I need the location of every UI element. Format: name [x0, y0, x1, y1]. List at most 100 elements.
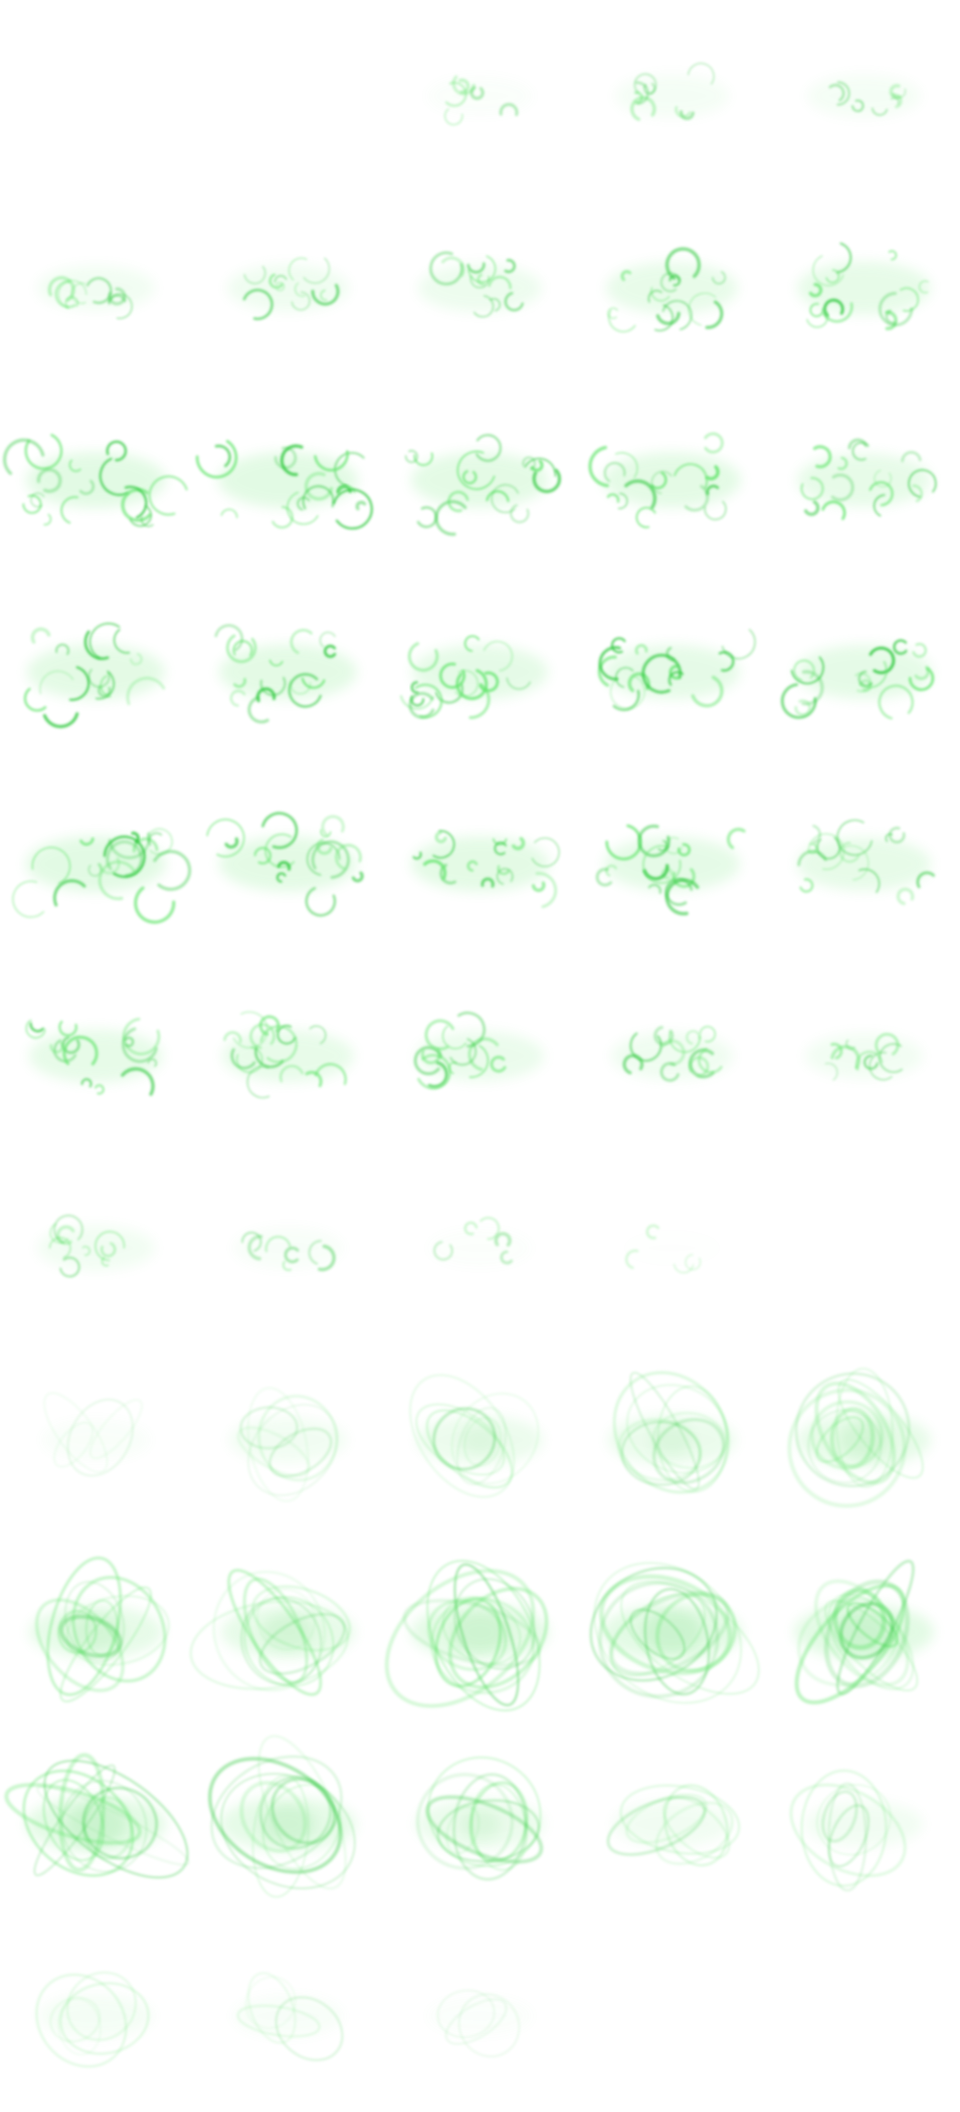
- vortex-ring: [814, 1381, 896, 1485]
- swirl-arc: [105, 840, 143, 878]
- swirl-arc: [23, 687, 47, 712]
- swirl-arc: [314, 1062, 347, 1086]
- vortex-ring: [409, 1374, 515, 1498]
- swirl-arc: [320, 829, 332, 838]
- swirl-arc: [609, 675, 646, 710]
- swirl-arc: [313, 450, 349, 472]
- swirl-arc: [458, 78, 470, 94]
- frame-grid: [3, 62, 937, 2068]
- swirl-burst-frame: [3, 433, 188, 527]
- swirl-arc: [622, 1054, 644, 1075]
- swirl-burst-frame: [807, 74, 921, 118]
- swirl-arc: [607, 307, 619, 319]
- swirl-arc: [233, 677, 247, 688]
- vortex-ring: [252, 1775, 309, 1898]
- swirl-arc: [140, 516, 154, 527]
- swirl-arc: [254, 1046, 284, 1069]
- swirl-arc: [646, 1224, 660, 1240]
- swirl-arc: [279, 1064, 304, 1083]
- swirl-arc: [889, 84, 901, 100]
- swirl-arc: [100, 1242, 117, 1258]
- swirl-arc: [490, 1055, 507, 1073]
- swirl-arc: [531, 881, 546, 892]
- swirl-arc: [99, 675, 112, 698]
- swirl-arc: [407, 642, 439, 672]
- swirl-arc: [12, 880, 45, 918]
- swirl-arc: [456, 450, 496, 490]
- swirl-arc: [432, 830, 455, 859]
- swirl-arc: [61, 1035, 81, 1054]
- swirl-arc: [421, 1048, 442, 1065]
- vortex-ring: [212, 1570, 326, 1692]
- vortex-ring: [620, 1581, 760, 1695]
- ring-vortex-frame: [233, 1972, 344, 2061]
- ring-vortex-frame: [4, 1753, 190, 1879]
- glow-haze: [27, 644, 165, 700]
- swirl-arc: [794, 699, 812, 717]
- vortex-ring: [67, 1398, 134, 1477]
- vortex-ring: [245, 1976, 296, 2029]
- swirl-arc: [268, 273, 284, 289]
- swirl-arc: [629, 1032, 663, 1062]
- swirl-arc: [30, 492, 45, 508]
- vortex-core: [66, 1802, 126, 1846]
- swirl-arc: [236, 1046, 263, 1074]
- swirl-arc: [605, 824, 642, 861]
- swirl-arc: [54, 280, 77, 308]
- swirl-arc: [253, 846, 272, 865]
- glow-haze: [622, 1230, 723, 1266]
- swirl-arc: [294, 282, 306, 297]
- swirl-arc: [885, 833, 893, 842]
- ring-vortex-frame: [384, 1560, 549, 1712]
- swirl-arc: [269, 659, 284, 667]
- swirl-arc: [615, 667, 634, 688]
- swirl-arc: [606, 493, 620, 503]
- vortex-ring: [416, 1772, 514, 1870]
- swirl-arc: [400, 695, 434, 710]
- swirl-arc: [531, 837, 560, 868]
- swirl-arc: [718, 651, 735, 672]
- swirl-arc: [36, 468, 62, 493]
- swirl-arc: [504, 258, 516, 274]
- swirl-burst-frame: [195, 439, 373, 530]
- swirl-arc: [843, 845, 870, 881]
- swirl-arc: [643, 82, 656, 95]
- swirl-arc: [29, 1022, 45, 1033]
- swirl-arc: [485, 490, 510, 503]
- glow-haze: [805, 1033, 923, 1079]
- swirl-burst-frame: [797, 242, 931, 331]
- vortex-ring: [814, 1579, 910, 1687]
- swirl-arc: [467, 262, 486, 274]
- vortex-ring: [268, 1427, 332, 1478]
- swirl-arc: [60, 496, 79, 524]
- swirl-arc: [98, 860, 137, 901]
- swirl-arc: [532, 468, 562, 494]
- swirl-arc: [837, 456, 848, 470]
- swirl-burst-frame: [780, 639, 935, 720]
- ring-vortex-frame: [229, 1387, 347, 1502]
- swirl-arc: [830, 1045, 861, 1070]
- ring-vortex-frame: [409, 1374, 543, 1498]
- glow-haze: [797, 837, 931, 891]
- swirl-arc: [635, 644, 648, 655]
- vortex-ring: [821, 1790, 858, 1843]
- ring-vortex-frame: [437, 1989, 520, 2058]
- glow-haze: [416, 1031, 544, 1081]
- swirl-arc: [413, 452, 434, 466]
- swirl-arc: [588, 445, 609, 488]
- swirl-burst-frame: [37, 1214, 155, 1278]
- swirl-arc: [642, 845, 682, 884]
- swirl-arc: [476, 273, 485, 286]
- swirl-arc: [22, 494, 42, 514]
- vortex-ring: [445, 1998, 507, 2045]
- swirl-arc: [871, 107, 888, 116]
- swirl-arc: [908, 667, 935, 691]
- swirl-arc: [69, 666, 90, 701]
- vortex-ring: [66, 1595, 170, 1666]
- swirl-arc: [530, 459, 544, 472]
- swirl-arc: [657, 840, 669, 852]
- swirl-arc: [206, 818, 245, 858]
- swirl-arc: [800, 476, 824, 501]
- swirl-arc: [830, 1042, 843, 1060]
- swirl-arc: [264, 833, 295, 869]
